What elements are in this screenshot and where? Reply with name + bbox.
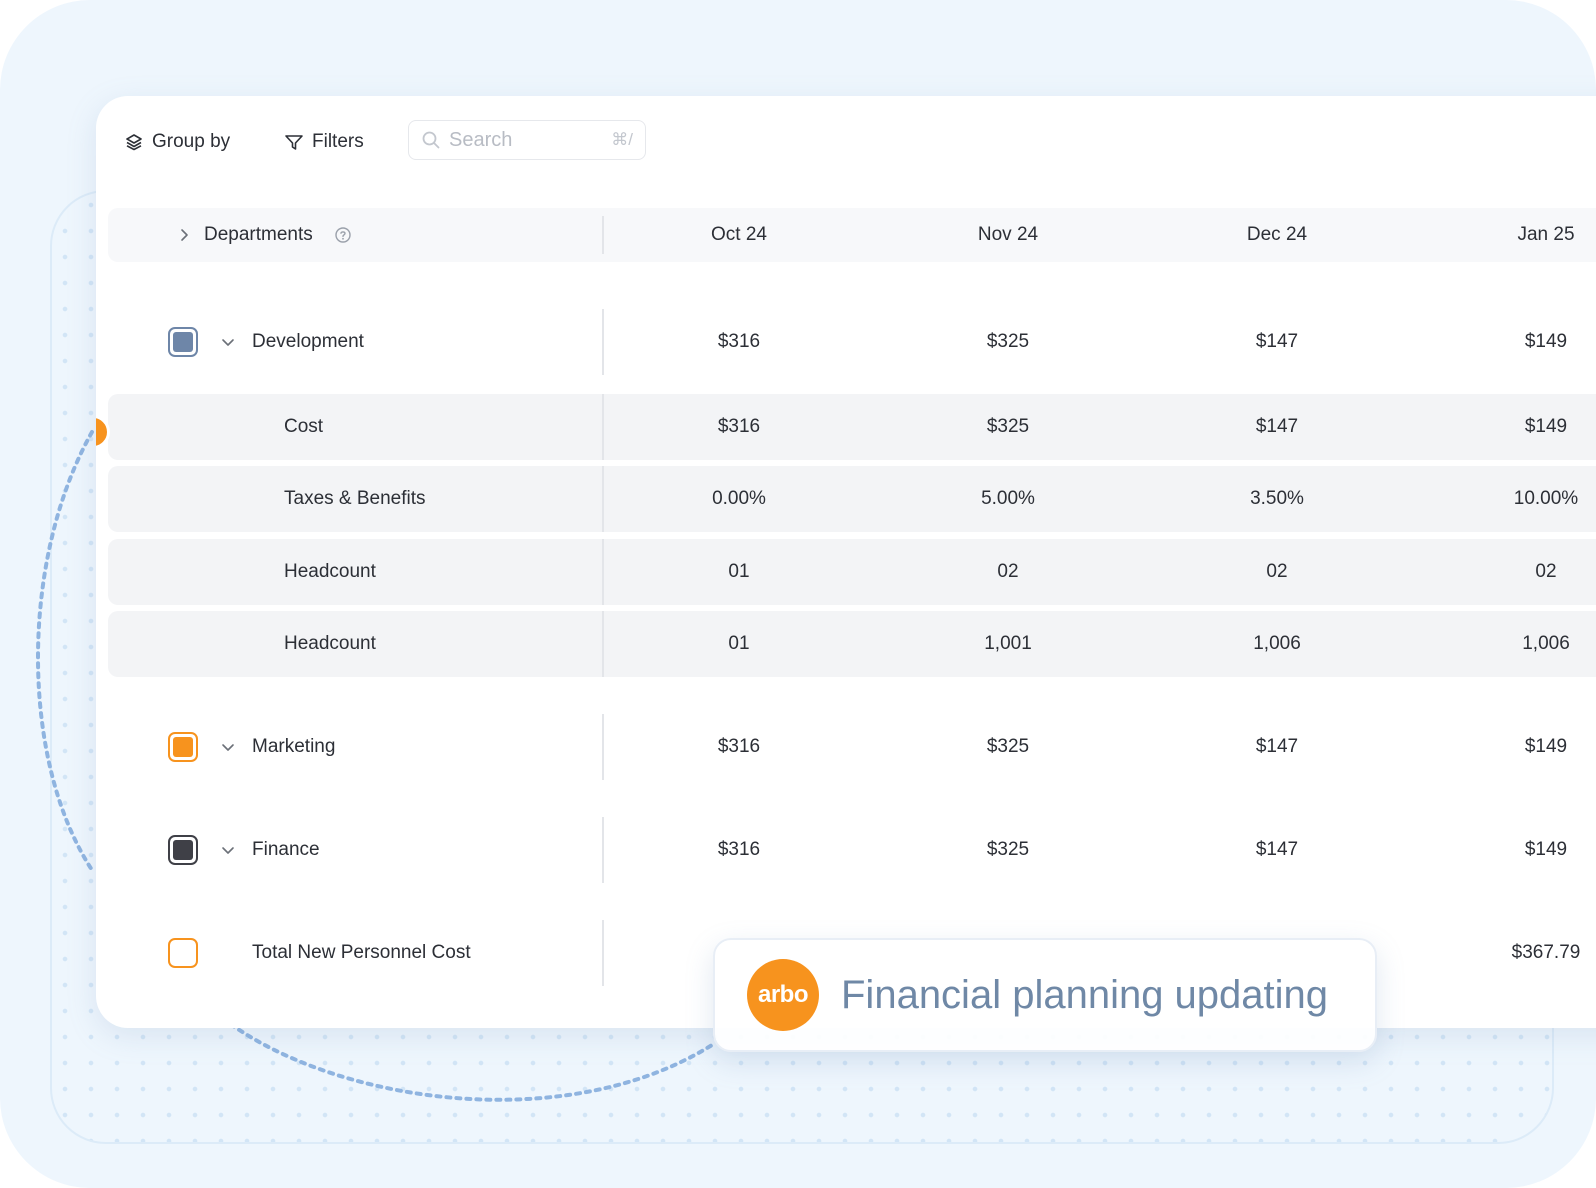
value-cell[interactable]: 02 bbox=[1266, 561, 1288, 582]
value-cell[interactable]: 3.50% bbox=[1250, 488, 1304, 509]
value-cell[interactable]: $316 bbox=[717, 331, 761, 352]
value-cell[interactable]: 10.00% bbox=[1513, 488, 1579, 509]
column-divider bbox=[602, 611, 604, 677]
toolbar: Group by Filters Search ⌘/ bbox=[96, 96, 1596, 188]
search-icon bbox=[422, 131, 440, 149]
value-cell[interactable]: $325 bbox=[986, 736, 1030, 757]
column-divider bbox=[602, 309, 604, 375]
row-label: Development bbox=[252, 331, 364, 352]
status-toast: arbo Financial planning updating bbox=[713, 938, 1377, 1052]
column-divider bbox=[602, 539, 604, 605]
chevron-down-icon[interactable] bbox=[220, 739, 236, 755]
row-label: Headcount bbox=[284, 633, 376, 654]
month-header: Nov 24 bbox=[977, 224, 1039, 245]
departments-header-label: Departments bbox=[204, 224, 313, 245]
value-cell[interactable]: 02 bbox=[1535, 561, 1557, 582]
arbo-logo: arbo bbox=[747, 959, 819, 1031]
filters-label: Filters bbox=[312, 131, 364, 152]
toast-message: Financial planning updating bbox=[841, 972, 1329, 1017]
chevron-right-icon[interactable] bbox=[176, 227, 192, 243]
chevron-down-icon[interactable] bbox=[220, 334, 236, 350]
chevron-down-icon[interactable] bbox=[220, 842, 236, 858]
value-cell[interactable]: $147 bbox=[1255, 331, 1299, 352]
value-cell[interactable]: $325 bbox=[986, 331, 1030, 352]
value-cell[interactable]: 02 bbox=[997, 561, 1019, 582]
month-header: Jan 25 bbox=[1517, 224, 1575, 245]
help-icon[interactable] bbox=[334, 226, 352, 244]
row-label: Headcount bbox=[284, 561, 376, 582]
value-cell[interactable]: $149 bbox=[1524, 736, 1568, 757]
layers-icon bbox=[126, 134, 142, 151]
row-label: Marketing bbox=[252, 736, 336, 757]
value-cell[interactable]: $149 bbox=[1524, 839, 1568, 860]
department-color-checkbox[interactable] bbox=[168, 327, 198, 357]
value-cell[interactable]: $316 bbox=[717, 416, 761, 437]
row-label: Finance bbox=[252, 839, 320, 860]
table-row[interactable]: Development $316 $325 $147 $149 bbox=[108, 308, 1596, 376]
search-shortcut: ⌘/ bbox=[611, 130, 633, 149]
value-cell[interactable]: $149 bbox=[1524, 416, 1568, 437]
value-cell[interactable]: $147 bbox=[1255, 839, 1299, 860]
value-cell[interactable]: $316 bbox=[717, 839, 761, 860]
logo-text: arbo bbox=[757, 981, 809, 1008]
filters-button[interactable]: Filters bbox=[284, 124, 364, 160]
table-subrow[interactable]: Headcount 01 02 02 02 bbox=[108, 539, 1596, 605]
departments-header: Departments bbox=[204, 208, 313, 262]
column-divider bbox=[602, 920, 604, 986]
value-cell[interactable]: $316 bbox=[717, 736, 761, 757]
value-cell[interactable]: 1,006 bbox=[1253, 633, 1301, 654]
department-color-checkbox[interactable] bbox=[168, 732, 198, 762]
table-subrow[interactable]: Cost $316 $325 $147 $149 bbox=[108, 394, 1596, 460]
table-row[interactable]: Total New Personnel Cost $367.79 bbox=[108, 919, 1596, 987]
search-input[interactable]: Search ⌘/ bbox=[408, 120, 646, 160]
table-row[interactable]: Finance $316 $325 $147 $149 bbox=[108, 816, 1596, 884]
row-label: Cost bbox=[284, 416, 324, 437]
group-by-label: Group by bbox=[152, 131, 231, 152]
value-cell[interactable]: 0.00% bbox=[712, 488, 766, 509]
value-cell[interactable]: $325 bbox=[986, 416, 1030, 437]
table-subrow[interactable]: Headcount 01 1,001 1,006 1,006 bbox=[108, 611, 1596, 677]
table-subrow[interactable]: Taxes & Benefits 0.00% 5.00% 3.50% 10.00% bbox=[108, 466, 1596, 532]
month-header: Dec 24 bbox=[1246, 224, 1308, 245]
department-color-checkbox[interactable] bbox=[168, 938, 198, 968]
row-label: Taxes & Benefits bbox=[284, 488, 426, 509]
column-divider bbox=[602, 216, 604, 254]
row-label: Total New Personnel Cost bbox=[252, 942, 471, 963]
value-cell[interactable]: $325 bbox=[986, 839, 1030, 860]
value-cell[interactable]: $367.79 bbox=[1511, 942, 1581, 963]
value-cell[interactable]: 5.00% bbox=[981, 488, 1035, 509]
value-cell[interactable]: $149 bbox=[1524, 331, 1568, 352]
column-divider bbox=[602, 817, 604, 883]
month-header: Oct 24 bbox=[711, 224, 767, 245]
value-cell[interactable]: $147 bbox=[1255, 736, 1299, 757]
table-row[interactable]: Marketing $316 $325 $147 $149 bbox=[108, 713, 1596, 781]
value-cell[interactable]: 01 bbox=[728, 561, 750, 582]
search-placeholder: Search bbox=[449, 128, 513, 151]
table-header: Departments Oct 24 Nov 24 Dec 24 Jan 25 bbox=[108, 208, 1596, 262]
group-by-button[interactable]: Group by bbox=[124, 124, 230, 160]
value-cell[interactable]: $147 bbox=[1255, 416, 1299, 437]
column-divider bbox=[602, 466, 604, 532]
value-cell[interactable]: 1,001 bbox=[984, 633, 1032, 654]
planning-table-card: Group by Filters Search ⌘/ Departments O… bbox=[96, 96, 1596, 1028]
filter-icon bbox=[285, 135, 303, 150]
department-color-checkbox[interactable] bbox=[168, 835, 198, 865]
value-cell[interactable]: 1,006 bbox=[1522, 633, 1570, 654]
column-divider bbox=[602, 394, 604, 460]
value-cell[interactable]: 01 bbox=[728, 633, 750, 654]
column-divider bbox=[602, 714, 604, 780]
